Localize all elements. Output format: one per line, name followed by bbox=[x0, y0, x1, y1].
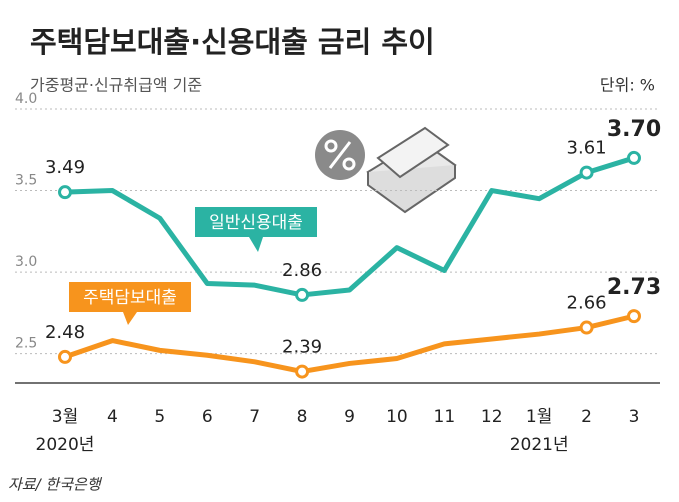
x-tick-label: 4 bbox=[107, 407, 118, 427]
data-label: 2.66 bbox=[567, 293, 607, 314]
data-label: 2.73 bbox=[607, 275, 661, 300]
point-marker bbox=[295, 364, 310, 379]
legend-label: 주택담보대출 bbox=[83, 288, 177, 308]
series-line bbox=[64, 155, 635, 298]
point-marker bbox=[627, 309, 641, 324]
unit: 단위: % bbox=[600, 76, 655, 95]
point-marker bbox=[58, 349, 72, 364]
point-marker bbox=[579, 165, 594, 180]
data-label: 2.39 bbox=[282, 337, 322, 358]
subtitle: 가중평균·신규취급액 기준 bbox=[30, 76, 202, 95]
x-tick-label: 11 bbox=[434, 407, 456, 427]
x-tick-label: 3 bbox=[629, 407, 640, 427]
x-tick-label: 12 bbox=[481, 407, 503, 427]
year-label: 2020년 bbox=[36, 435, 95, 455]
data-label: 2.48 bbox=[45, 322, 85, 343]
point-marker bbox=[579, 320, 594, 335]
point-marker bbox=[58, 185, 72, 200]
x-tick-label: 2 bbox=[581, 407, 592, 427]
x-tick-label: 7 bbox=[249, 407, 260, 427]
y-tick-label: 2.5 bbox=[15, 336, 37, 352]
y-tick-label: 3.0 bbox=[15, 254, 37, 270]
x-tick-label: 6 bbox=[202, 407, 213, 427]
data-label: 3.61 bbox=[567, 138, 607, 159]
x-tick-label: 1월 bbox=[526, 407, 552, 427]
legend-label: 일반신용대출 bbox=[209, 213, 303, 233]
data-label: 3.70 bbox=[607, 117, 661, 142]
x-tick-label: 3월 bbox=[52, 407, 78, 427]
x-tick-label: 8 bbox=[297, 407, 308, 427]
source: 자료/ 한국은행 bbox=[8, 476, 103, 494]
x-tick-label: 9 bbox=[344, 407, 355, 427]
series-line bbox=[64, 313, 635, 375]
data-label: 3.49 bbox=[45, 157, 85, 178]
x-tick-label: 10 bbox=[386, 407, 408, 427]
y-tick-label: 4.0 bbox=[15, 91, 37, 107]
data-label: 2.86 bbox=[282, 260, 322, 281]
y-tick-label: 3.5 bbox=[15, 173, 37, 189]
point-marker bbox=[627, 150, 641, 165]
point-marker bbox=[295, 287, 310, 302]
chart-title: 주택담보대출·신용대출 금리 추이 bbox=[30, 25, 435, 59]
legend-tag bbox=[69, 282, 191, 325]
x-tick-label: 5 bbox=[154, 407, 165, 427]
percent-icon bbox=[315, 126, 457, 214]
legend-tag bbox=[195, 207, 317, 252]
year-label: 2021년 bbox=[510, 435, 569, 455]
